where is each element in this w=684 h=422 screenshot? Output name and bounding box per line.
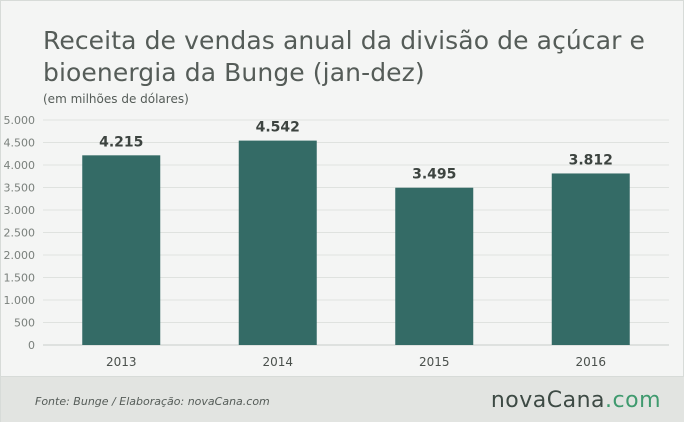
bar: [82, 155, 161, 345]
y-tick-label: 2.500: [4, 227, 36, 240]
y-tick-label: 1.500: [4, 272, 36, 285]
data-label: 4.215: [99, 134, 143, 150]
y-tick-label: 2.000: [4, 249, 36, 262]
novacana-logo: novaCana.com: [491, 388, 661, 413]
bar: [238, 140, 317, 345]
y-tick-label: 3.000: [4, 204, 36, 217]
y-tick-label: 4.500: [4, 137, 36, 150]
footer: Fonte: Bunge / Elaboração: novaCana.com …: [1, 376, 684, 422]
chart-subtitle: (em milhões de dólares): [43, 92, 189, 106]
logo-main-text: novaCana: [490, 388, 606, 413]
x-tick-label: 2013: [106, 355, 137, 369]
y-tick-label: 3.500: [4, 182, 36, 195]
bar: [551, 173, 630, 345]
y-tick-label: 5.000: [4, 114, 36, 127]
data-label: 4.542: [256, 120, 300, 136]
x-tick-label: 2016: [575, 355, 606, 369]
chart-title: Receita de vendas anual da divisão de aç…: [43, 26, 646, 87]
x-tick-label: 2015: [419, 355, 450, 369]
x-tick-label: 2014: [262, 355, 293, 369]
y-tick-label: 0: [28, 339, 35, 352]
bar-chart: 0 500 1.000 1.500 2.000 2.500 3.000 3.500 4.000 4…: [4, 114, 669, 369]
y-tick-label: 4.000: [4, 159, 36, 172]
source-note: Fonte: Bunge / Elaboração: novaCana.com: [35, 395, 270, 408]
logo-domain-text: .com: [605, 388, 661, 413]
data-label: 3.812: [569, 152, 613, 168]
bar: [395, 187, 474, 345]
data-label: 3.495: [412, 167, 456, 183]
y-tick-label: 1.000: [4, 294, 36, 307]
y-tick-label: 500: [14, 317, 35, 330]
